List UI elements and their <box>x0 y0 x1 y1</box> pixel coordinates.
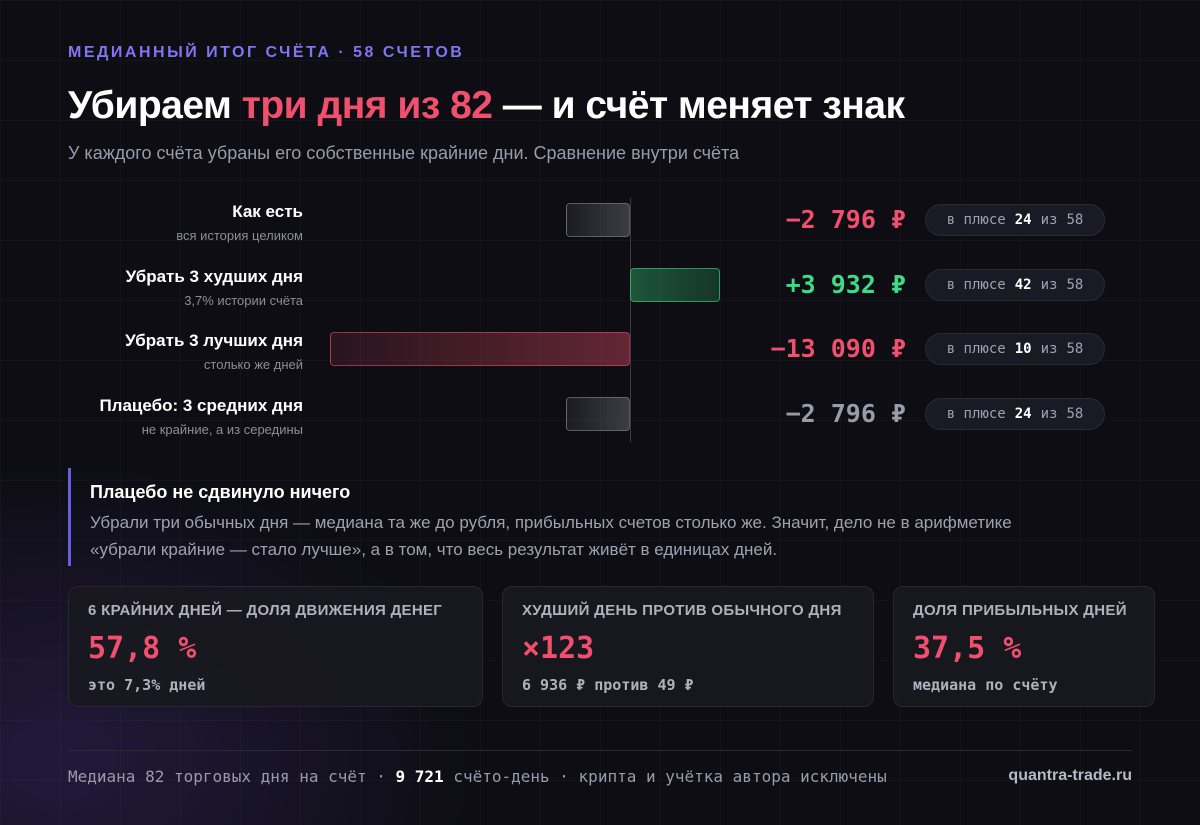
callout-text: Убрали три обычных дня — медиана та же д… <box>90 513 1012 559</box>
pill-total: 58 <box>1066 212 1084 228</box>
card-label: ДОЛЯ ПРИБЫЛЬНЫХ ДНЕЙ <box>913 602 1127 619</box>
footer-bold: 9 721 <box>395 767 444 786</box>
pill: в плюсе 24 из 58 <box>925 397 1105 430</box>
pill-total: 58 <box>1066 405 1084 422</box>
row-value: −2 796 ₽ <box>785 205 906 234</box>
footer-start: Медиана 82 торговых дня на счёт · <box>68 767 396 786</box>
card-value: 57,8 % <box>88 631 197 666</box>
row-value: −13 090 ₽ <box>770 334 906 363</box>
pill: в плюсе 42 из 58 <box>925 268 1105 301</box>
kicker: МЕДИАННЫЙ ИТОГ СЧЁТА · 58 СЧЕТОВ <box>68 44 465 61</box>
site: quantra-trade.ru <box>1008 767 1132 784</box>
pill-text: из <box>1040 341 1058 357</box>
zero-line <box>630 198 631 442</box>
card-note: это 7,3% дней <box>88 676 206 694</box>
bar <box>330 332 630 366</box>
stat-card: ХУДШИЙ ДЕНЬ ПРОТИВ ОБЫЧНОГО ДНЯ ×123 6 936… <box>502 586 874 707</box>
pill-text: в плюсе <box>946 212 1006 228</box>
pill-count: 10 <box>1014 341 1032 357</box>
pill: в плюсе 10 из 58 <box>925 333 1105 365</box>
subtitle: У каждого счёта убраны его собственные к… <box>68 143 740 163</box>
row-label: Убрать 3 худших дня <box>125 266 303 286</box>
card-label: 6 КРАЙНИХ ДНЕЙ — ДОЛЯ ДВИЖЕНИЯ ДЕНЕГ <box>88 602 443 619</box>
callout-title: Плацебо не сдвинуло ничего <box>90 482 351 502</box>
title-end: — и счёт меняет знак <box>492 84 905 127</box>
title: Убираем три дня из 82 — и счёт меняет зн… <box>68 84 905 128</box>
pill-total: 58 <box>1066 341 1084 357</box>
card-value: ×123 <box>522 631 595 666</box>
title-highlight: три дня из 82 <box>241 84 493 127</box>
pill-text: из <box>1040 276 1058 293</box>
row-label: Убрать 3 лучших дня <box>125 331 303 350</box>
footer-text: Медиана 82 торговых дня на счёт · 9 721 … <box>68 767 887 786</box>
stat-card: ДОЛЯ ПРИБЫЛЬНЫХ ДНЕЙ 37,5 % медиана по счё… <box>893 586 1155 707</box>
card-note: 6 936 ₽ против 49 ₽ <box>522 676 694 694</box>
pill-text: в плюсе <box>946 341 1006 357</box>
pill-total: 58 <box>1066 276 1084 293</box>
row-sublabel: столько же дней <box>203 357 303 372</box>
row-label: Как есть <box>232 202 303 221</box>
bar <box>565 396 630 431</box>
bar <box>630 267 721 302</box>
row-value: +3 932 ₽ <box>785 269 906 299</box>
pill-count: 24 <box>1014 405 1032 422</box>
bar <box>565 203 630 237</box>
divider <box>68 750 1132 751</box>
pill: в плюсе 24 из 58 <box>925 204 1105 236</box>
callout: Плацебо не сдвинуло ничего Убрали три об… <box>68 468 1068 566</box>
title-start: Убираем <box>68 84 242 127</box>
row-value: −2 796 ₽ <box>785 398 906 428</box>
row-sublabel: не крайние, а из середины <box>141 421 303 437</box>
pill-count: 42 <box>1014 276 1032 293</box>
pill-text: из <box>1040 405 1058 422</box>
pill-text: в плюсе <box>946 405 1006 422</box>
footer-end: счёто-день · крипта и учётка автора искл… <box>443 767 887 786</box>
card-value: 37,5 % <box>913 631 1022 666</box>
row-sublabel: вся история целиком <box>176 228 303 243</box>
pill-text: из <box>1040 212 1058 228</box>
pill-text: в плюсе <box>946 276 1006 293</box>
card-label: ХУДШИЙ ДЕНЬ ПРОТИВ ОБЫЧНОГО ДНЯ <box>522 602 842 619</box>
row-label: Плацебо: 3 средних дня <box>99 395 303 415</box>
stat-card: 6 КРАЙНИХ ДНЕЙ — ДОЛЯ ДВИЖЕНИЯ ДЕНЕГ 57,8… <box>68 586 483 707</box>
card-note: медиана по счёту <box>913 676 1058 694</box>
row-sublabel: 3,7% истории счёта <box>184 292 303 308</box>
pill-count: 24 <box>1014 212 1032 228</box>
